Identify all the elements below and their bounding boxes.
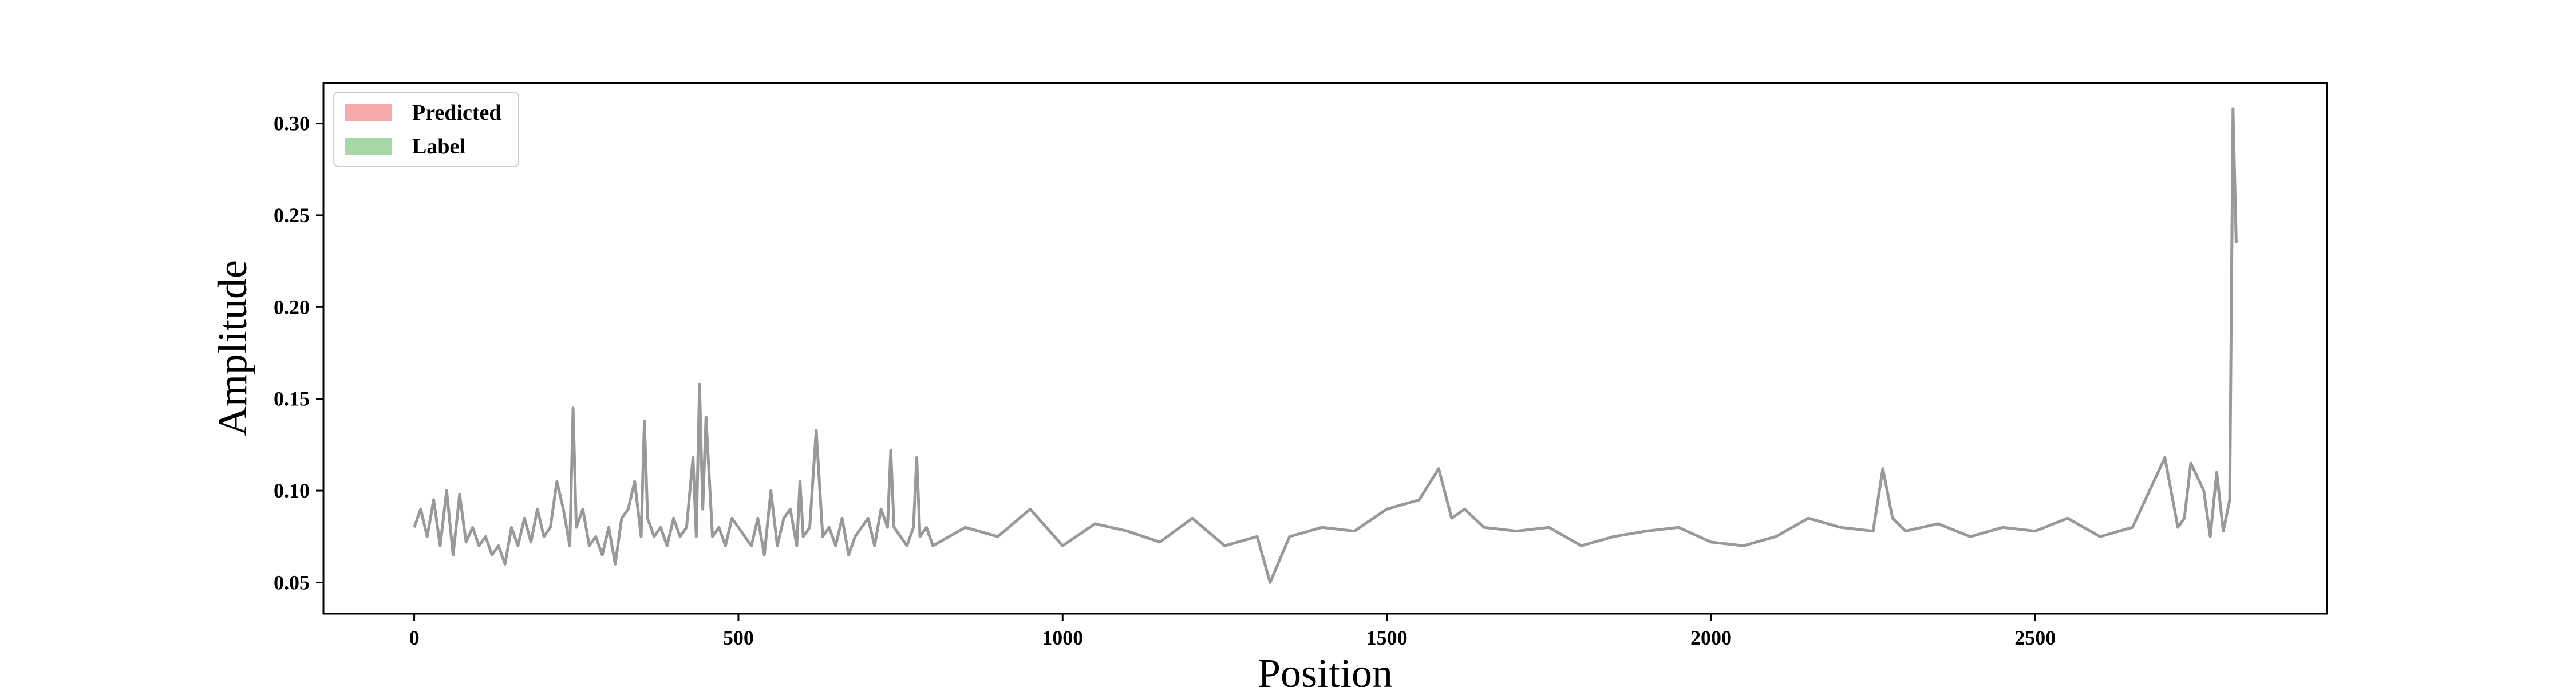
y-tick-label: 0.30: [274, 112, 310, 135]
legend-swatch-label: [345, 138, 392, 155]
y-axis-title: Amplitude: [210, 260, 255, 436]
x-tick-label: 0: [409, 626, 420, 649]
x-axis-ticks: 0 500 1000 1500 2000 2500: [409, 614, 2056, 649]
legend-label-predicted: Predicted: [412, 101, 501, 125]
y-tick-label: 0.25: [274, 204, 310, 227]
x-tick-label: 1500: [1366, 626, 1408, 649]
y-tick-label: 0.05: [274, 571, 310, 594]
x-tick-label: 2500: [2014, 626, 2056, 649]
legend-label-label: Label: [412, 135, 465, 159]
amplitude-series-line: [413, 107, 2238, 584]
y-tick-label: 0.20: [274, 295, 310, 318]
x-tick-label: 1000: [1042, 626, 1083, 649]
x-axis-title: Position: [1258, 650, 1393, 687]
x-tick-label: 500: [723, 626, 754, 649]
y-tick-label: 0.10: [274, 479, 310, 502]
plot-area: [322, 82, 2328, 615]
legend: Predicted Label: [333, 92, 519, 167]
x-tick-label: 2000: [1690, 626, 1732, 649]
legend-swatch-predicted: [345, 104, 392, 121]
y-tick-label: 0.15: [274, 388, 310, 410]
y-axis-ticks: 0.05 0.10 0.15 0.20 0.25 0.30: [274, 112, 323, 594]
